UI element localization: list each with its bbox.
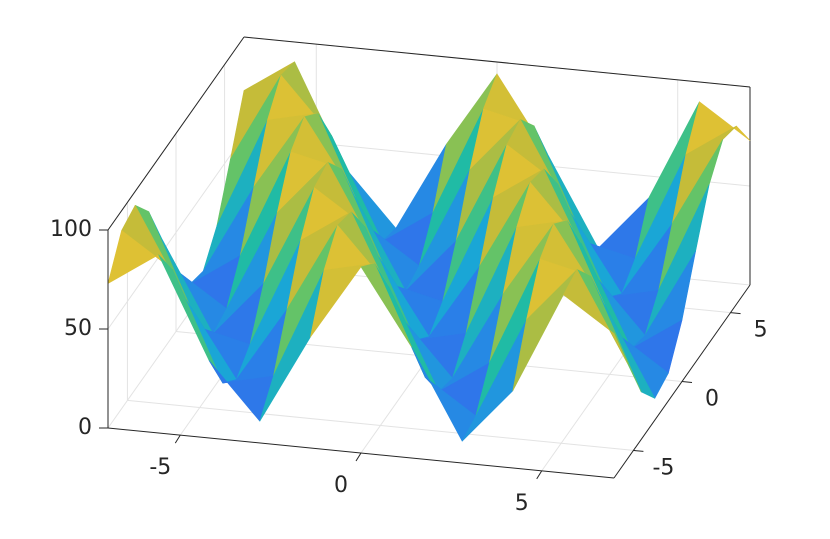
y-tick bbox=[681, 381, 693, 383]
x-tick bbox=[174, 434, 181, 444]
y-tick-label: 0 bbox=[705, 387, 719, 412]
y-tick-label: 5 bbox=[754, 318, 768, 343]
surface-patch bbox=[563, 269, 628, 364]
x-tick-label: 0 bbox=[334, 473, 348, 498]
y-tick bbox=[633, 449, 644, 452]
y-tick bbox=[730, 312, 741, 315]
x-tick bbox=[355, 452, 362, 462]
z-tick-label: 100 bbox=[50, 217, 92, 242]
z-tick-label: 50 bbox=[64, 316, 92, 341]
grid-line bbox=[107, 135, 245, 330]
y-tick-label: -5 bbox=[652, 455, 674, 480]
box-edge bbox=[243, 36, 751, 88]
grid-line bbox=[127, 399, 634, 451]
z-tick-label: 0 bbox=[78, 415, 92, 440]
box-edge bbox=[107, 36, 245, 231]
x-tick bbox=[536, 470, 543, 480]
x-tick-label: -5 bbox=[149, 455, 171, 480]
x-tick-label: 5 bbox=[515, 491, 529, 516]
